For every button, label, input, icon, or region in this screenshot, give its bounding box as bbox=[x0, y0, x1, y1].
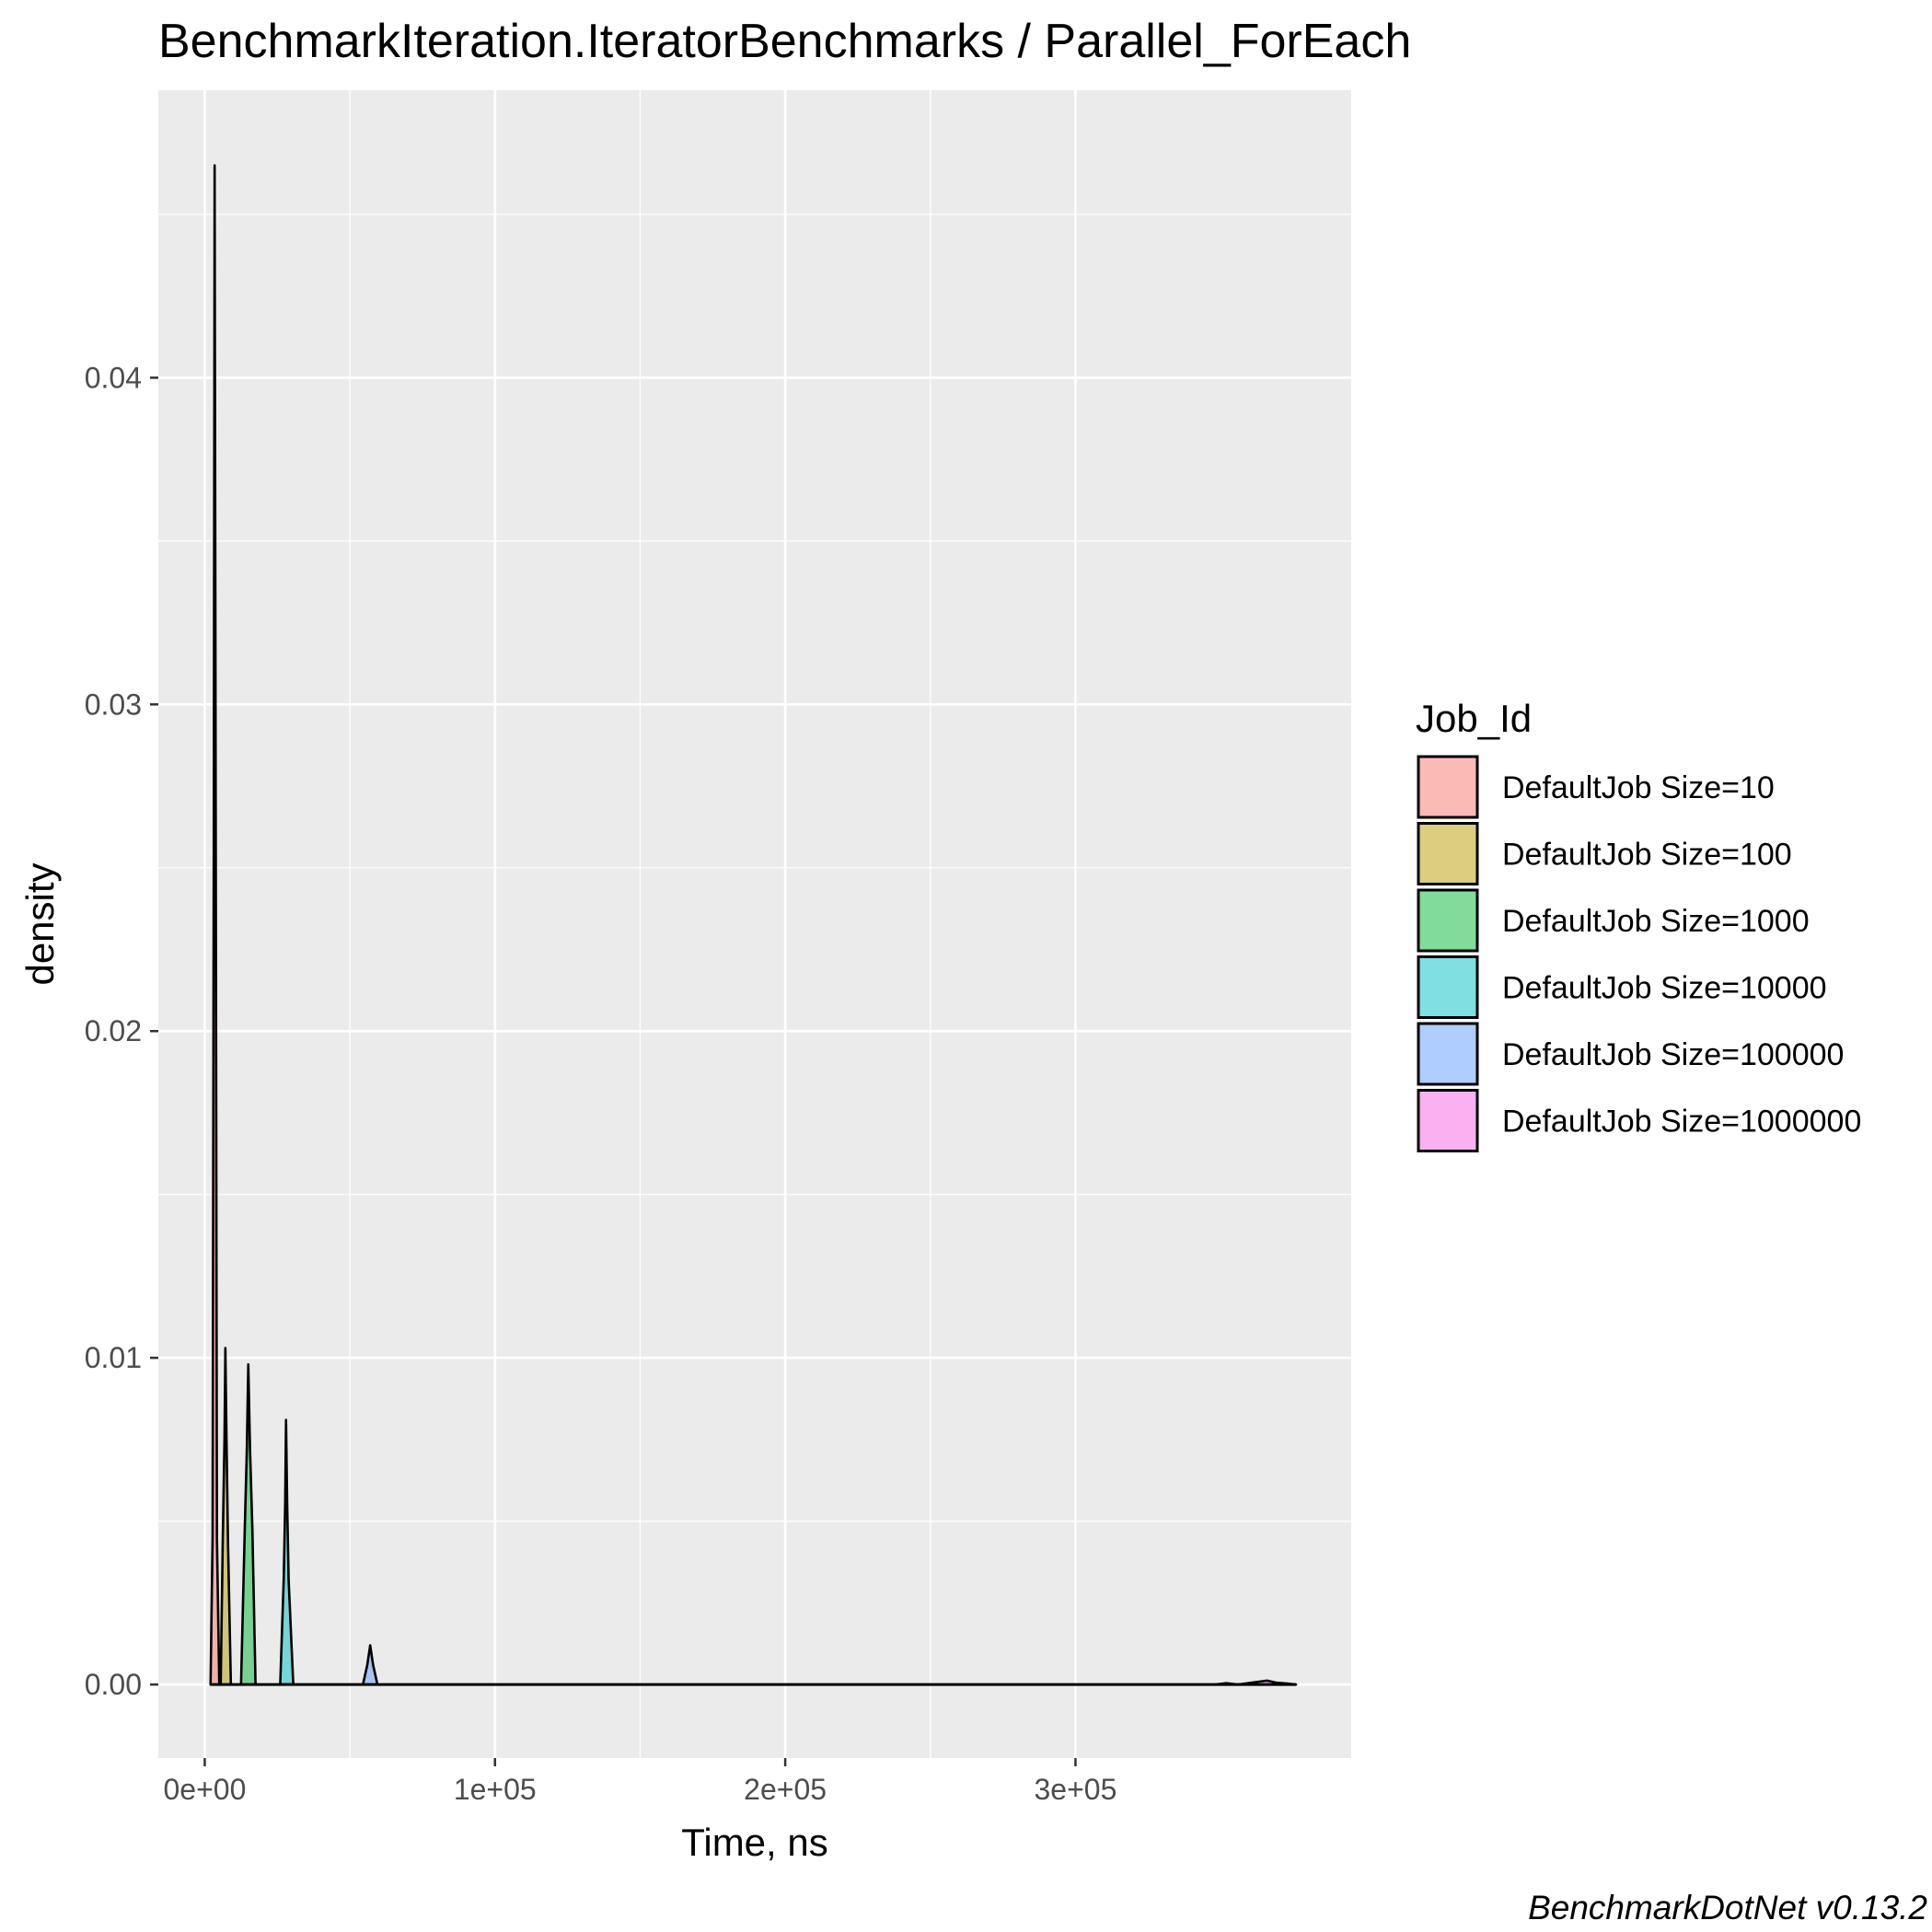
legend-key bbox=[1417, 822, 1479, 885]
legend: Job_Id DefaultJob Size=10 DefaultJob Size… bbox=[1416, 697, 1861, 1152]
y-axis-title: density bbox=[18, 862, 62, 985]
density-area-0 bbox=[209, 164, 221, 1686]
legend-key bbox=[1417, 1089, 1479, 1152]
legend-key bbox=[1417, 955, 1479, 1019]
plot-panel bbox=[158, 90, 1351, 1758]
legend-key bbox=[1417, 755, 1479, 819]
legend-label: DefaultJob Size=1000000 bbox=[1502, 1105, 1861, 1140]
legend-key bbox=[1417, 888, 1479, 953]
y-tick-label: 0.04 bbox=[85, 361, 142, 394]
density-area-1 bbox=[219, 1347, 233, 1686]
x-tick-label: 0e+00 bbox=[164, 1773, 247, 1806]
y-tick-label: 0.00 bbox=[85, 1668, 142, 1701]
x-tick-label: 2e+05 bbox=[744, 1773, 827, 1806]
density-areas bbox=[209, 164, 1298, 1686]
legend-label: DefaultJob Size=10000 bbox=[1502, 971, 1827, 1006]
axes: 0e+00 1e+05 2e+05 3e+05 0.00 0.01 0.02 0.03 0.04 bbox=[85, 361, 1117, 1806]
legend-key bbox=[1417, 1022, 1479, 1086]
x-axis-title: Time, ns bbox=[681, 1821, 827, 1864]
legend-label: DefaultJob Size=100 bbox=[1502, 838, 1792, 873]
y-tick-label: 0.03 bbox=[85, 688, 142, 721]
legend-title: Job_Id bbox=[1416, 697, 1532, 740]
legend-label: DefaultJob Size=1000 bbox=[1502, 904, 1810, 939]
y-tick-label: 0.02 bbox=[85, 1014, 142, 1047]
x-tick-label: 1e+05 bbox=[454, 1773, 537, 1806]
caption: BenchmarkDotNet v0.13.2 bbox=[1528, 1889, 1927, 1926]
density-area-2 bbox=[239, 1362, 257, 1686]
y-tick-label: 0.01 bbox=[85, 1341, 142, 1374]
legend-label: DefaultJob Size=10 bbox=[1502, 770, 1775, 805]
density-area-3 bbox=[279, 1418, 295, 1686]
legend-label: DefaultJob Size=100000 bbox=[1502, 1037, 1844, 1072]
x-tick-label: 3e+05 bbox=[1035, 1773, 1117, 1806]
chart-title: BenchmarkIteration.IteratorBenchmarks / … bbox=[158, 15, 1411, 68]
